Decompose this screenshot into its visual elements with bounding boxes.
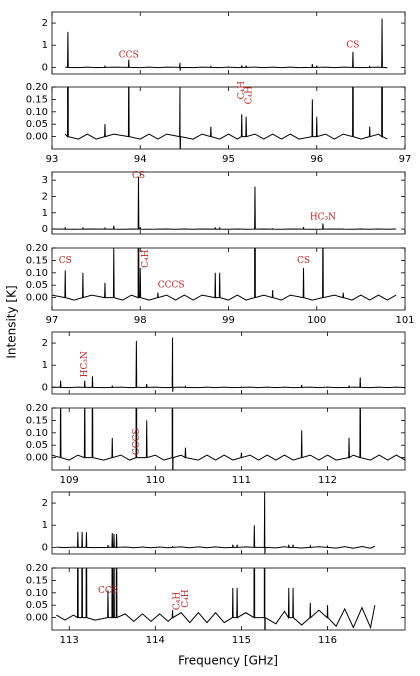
- annotation: CCS: [98, 586, 118, 596]
- panel-frame: [51, 407, 406, 471]
- y-tick-label: 0: [42, 62, 48, 73]
- x-tick-label: 96: [310, 154, 323, 165]
- y-tick-label: 0.20: [26, 403, 48, 414]
- x-tick-label: 100: [307, 315, 326, 326]
- x-tick-label: 111: [232, 475, 251, 486]
- y-tick-label: 0.15: [26, 94, 48, 105]
- x-tick-label: 97: [46, 315, 59, 326]
- x-tick-label: 99: [222, 315, 235, 326]
- y-tick-label: 0.10: [26, 268, 48, 279]
- annotation: C₄H: [141, 249, 151, 267]
- x-tick-label: 110: [146, 475, 165, 486]
- annotation: CS: [346, 41, 359, 51]
- annotation: CS: [132, 171, 145, 181]
- spectrum-line: [52, 408, 405, 470]
- y-tick-label: 0.00: [26, 293, 48, 304]
- annotation: CCS: [119, 51, 139, 61]
- panel-frame: [51, 247, 406, 311]
- y-tick-label: 0.00: [26, 613, 48, 624]
- y-tick-label: 0.15: [26, 575, 48, 586]
- y-tick-label: 0.10: [26, 588, 48, 599]
- x-tick-label: 113: [60, 635, 79, 646]
- y-tick-label: 2: [42, 498, 48, 509]
- y-tick-label: 0: [42, 224, 48, 235]
- y-tick-label: 0.00: [26, 453, 48, 464]
- y-axis-label: Intensity [K]: [5, 285, 19, 358]
- panel-frame: [51, 331, 406, 395]
- panel-frame: [51, 171, 406, 235]
- y-tick-label: 2: [42, 338, 48, 349]
- y-tick-label: 0.20: [26, 243, 48, 254]
- y-tick-label: 0.05: [26, 119, 48, 130]
- x-tick-label: 109: [60, 475, 79, 486]
- y-tick-label: 0.05: [26, 440, 48, 451]
- x-tick-label: 95: [222, 154, 235, 165]
- annotation: C₄H: [181, 589, 191, 607]
- annotation: C₄H: [244, 86, 254, 104]
- annotation: HC₃N: [310, 212, 336, 222]
- annotation: CS: [59, 256, 72, 266]
- y-tick-label: 0: [42, 542, 48, 553]
- spectrum-line: [65, 18, 388, 71]
- panel-frame: [51, 86, 406, 150]
- y-tick-label: 1: [42, 208, 48, 219]
- y-tick-label: 0.15: [26, 255, 48, 266]
- panel-frame: [51, 11, 406, 75]
- x-tick-label: 114: [146, 635, 165, 646]
- y-tick-label: 1: [42, 520, 48, 531]
- x-tick-label: 97: [399, 154, 412, 165]
- y-tick-label: 2: [42, 191, 48, 202]
- spectrum-line: [52, 176, 397, 230]
- x-tick-label: 98: [134, 315, 147, 326]
- y-tick-label: 0.00: [26, 132, 48, 143]
- spectrum-line: [56, 568, 376, 630]
- spectrum-line: [64, 87, 388, 149]
- x-tick-label: 112: [318, 475, 337, 486]
- spectrum-line: [52, 248, 397, 301]
- x-tick-label: 115: [232, 635, 251, 646]
- spectrum-line: [56, 492, 376, 554]
- y-tick-label: 0.20: [26, 82, 48, 93]
- y-tick-label: 0: [42, 382, 48, 393]
- y-tick-label: 3: [42, 175, 48, 186]
- panel-frame: [51, 567, 406, 631]
- y-tick-label: 0.05: [26, 600, 48, 611]
- annotation: C₄H: [172, 592, 182, 610]
- y-tick-label: 0.15: [26, 415, 48, 426]
- annotation: CS: [297, 256, 310, 266]
- y-tick-label: 1: [42, 360, 48, 371]
- annotation: C₄H: [237, 81, 247, 99]
- x-tick-label: 116: [318, 635, 337, 646]
- annotation: CCCS: [132, 428, 142, 455]
- y-tick-label: 0.10: [26, 107, 48, 118]
- y-tick-label: 0.10: [26, 428, 48, 439]
- x-tick-label: 93: [46, 154, 59, 165]
- x-tick-label: 94: [134, 154, 147, 165]
- annotation: CCCS: [158, 281, 185, 291]
- y-tick-label: 0.05: [26, 280, 48, 291]
- x-axis-label: Frequency [GHz]: [178, 654, 278, 668]
- spectrum-line: [52, 337, 405, 392]
- y-tick-label: 1: [42, 40, 48, 51]
- x-tick-label: 101: [395, 315, 414, 326]
- y-tick-label: 2: [42, 18, 48, 29]
- annotation: HC₃N: [80, 351, 90, 377]
- y-tick-label: 0.20: [26, 563, 48, 574]
- panel-frame: [51, 491, 406, 555]
